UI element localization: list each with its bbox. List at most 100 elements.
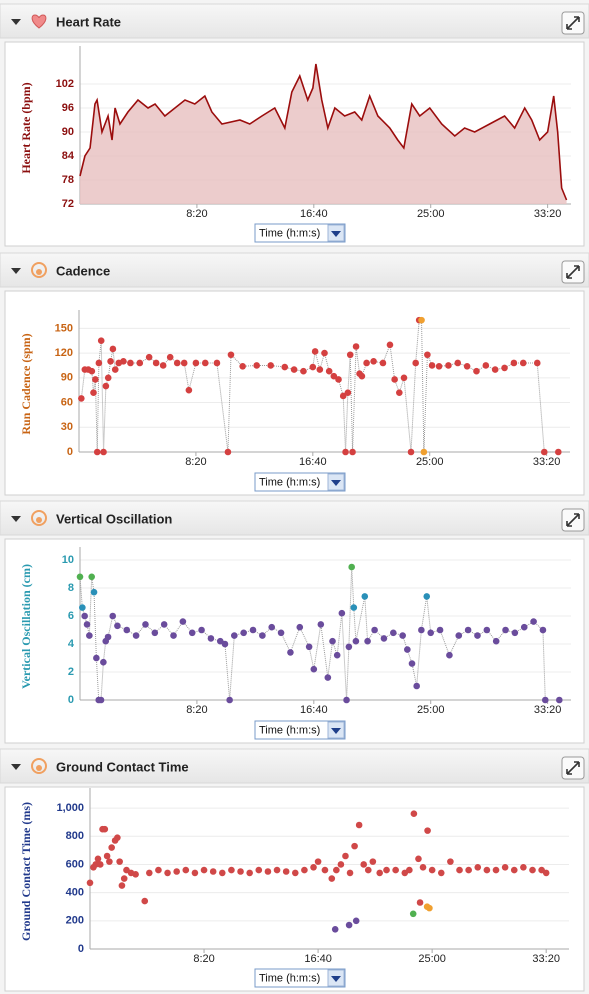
x-tick-label: 8:20 [193, 953, 214, 965]
panel-header [0, 3, 589, 39]
data-point [473, 367, 480, 375]
data-point [301, 866, 308, 874]
data-point [342, 852, 349, 860]
data-point [455, 632, 463, 639]
chart-box [4, 290, 585, 496]
data-point [88, 367, 96, 375]
x-tick-label: 25:00 [418, 953, 446, 965]
data-point [335, 376, 342, 383]
y-tick-label: 800 [66, 830, 84, 842]
data-point [396, 389, 403, 396]
x-tick-label: 33:20 [534, 704, 562, 716]
data-point [510, 359, 518, 367]
data-point [226, 696, 233, 704]
data-point [329, 637, 336, 645]
data-point [346, 869, 354, 877]
data-point [352, 637, 360, 645]
data-point [316, 366, 324, 373]
data-point [109, 345, 117, 353]
data-point [155, 866, 162, 874]
x-tick-label: 16:40 [299, 456, 327, 468]
select-arrow [331, 231, 341, 237]
data-point [330, 372, 338, 380]
x-axis-select[interactable] [254, 223, 346, 243]
panel-title: Ground Contact Time [56, 759, 189, 774]
heart-icon [31, 14, 47, 29]
x-tick-label: 25:00 [416, 456, 444, 468]
data-point [90, 588, 98, 596]
x-axis-select[interactable] [254, 720, 346, 740]
expand-icon [566, 16, 580, 30]
data-point [369, 858, 377, 865]
data-point [305, 643, 313, 651]
data-point [191, 869, 199, 877]
data-point [343, 696, 350, 704]
chart-box [4, 538, 585, 744]
y-tick-label: 96 [62, 102, 74, 114]
data-point [380, 635, 388, 642]
data-point [180, 359, 188, 367]
data-point [391, 376, 398, 383]
data-point [371, 626, 378, 634]
collapse-toggle[interactable] [11, 19, 21, 25]
data-point [520, 863, 527, 871]
data-point [83, 621, 91, 628]
data-point [227, 351, 235, 359]
data-point [348, 563, 355, 571]
y-tick-label: 90 [62, 126, 74, 138]
x-axis-select[interactable] [254, 968, 346, 988]
x-tick-label: 16:40 [304, 953, 332, 965]
data-point [88, 573, 95, 581]
data-point [416, 899, 424, 906]
y-tick-label: 10 [62, 554, 74, 566]
collapse-toggle[interactable] [11, 516, 21, 522]
data-point [345, 921, 353, 929]
activity-icon-core [36, 269, 42, 275]
data-point [410, 810, 418, 818]
data-point [342, 448, 349, 456]
y-tick-label: 600 [66, 858, 84, 870]
data-point [132, 632, 140, 639]
data-point [92, 861, 100, 868]
data-point [324, 674, 332, 681]
x-tick-label: 8:20 [186, 704, 207, 716]
y-tick-label: 30 [61, 421, 73, 433]
select-arrow [331, 976, 341, 982]
data-point [325, 367, 333, 375]
data-point [255, 866, 263, 874]
x-axis-select-label: Time (h:m:s) [259, 227, 320, 239]
data-point [108, 844, 115, 851]
y-tick-label: 90 [61, 372, 73, 384]
data-point [93, 448, 101, 456]
data-point [376, 869, 383, 877]
data-point [188, 629, 196, 637]
data-point [114, 622, 121, 630]
data-point [151, 629, 159, 637]
collapse-toggle[interactable] [11, 268, 21, 274]
data-point [179, 618, 187, 625]
data-point [400, 374, 408, 382]
data-point [118, 882, 126, 889]
x-tick-label: 8:20 [186, 208, 207, 220]
data-point [426, 904, 433, 912]
x-axis-select[interactable] [254, 472, 346, 492]
data-point [399, 632, 406, 639]
data-point [267, 362, 275, 369]
data-point [104, 374, 112, 382]
x-tick-label: 16:40 [300, 208, 328, 220]
chart-box [4, 786, 585, 992]
y-axis-label: Ground Contact Time (ms) [19, 802, 33, 941]
data-point [310, 863, 317, 871]
data-point [464, 626, 472, 634]
data-point [339, 392, 347, 400]
data-point [296, 623, 304, 631]
collapse-toggle[interactable] [11, 764, 21, 770]
x-axis-select-label: Time (h:m:s) [259, 972, 320, 984]
data-point [555, 448, 562, 456]
data-point [101, 825, 109, 833]
data-point [213, 359, 221, 367]
y-tick-label: 102 [56, 78, 74, 90]
data-point [361, 593, 369, 600]
data-point [109, 612, 117, 620]
data-point [221, 640, 229, 648]
